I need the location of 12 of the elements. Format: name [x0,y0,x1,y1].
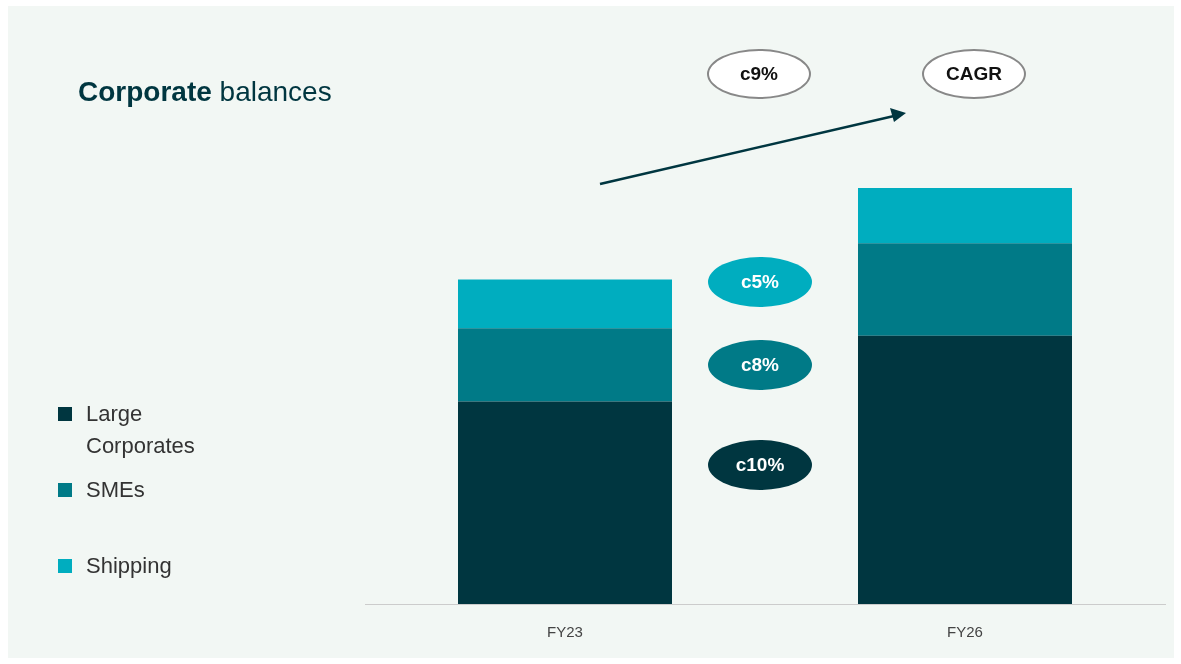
bar [458,401,672,604]
bar [858,335,1072,604]
bar [458,328,672,402]
chart-title: Corporate balances [78,76,332,108]
x-tick-label: FY23 [547,623,583,641]
legend-label: Large Corporates [86,400,196,460]
legend-label: Shipping [86,552,173,580]
bar [858,188,1072,244]
x-tick-label: FY26 [947,623,983,641]
bar [458,279,672,329]
legend-label: SMEs [86,476,146,504]
bar [858,243,1072,336]
